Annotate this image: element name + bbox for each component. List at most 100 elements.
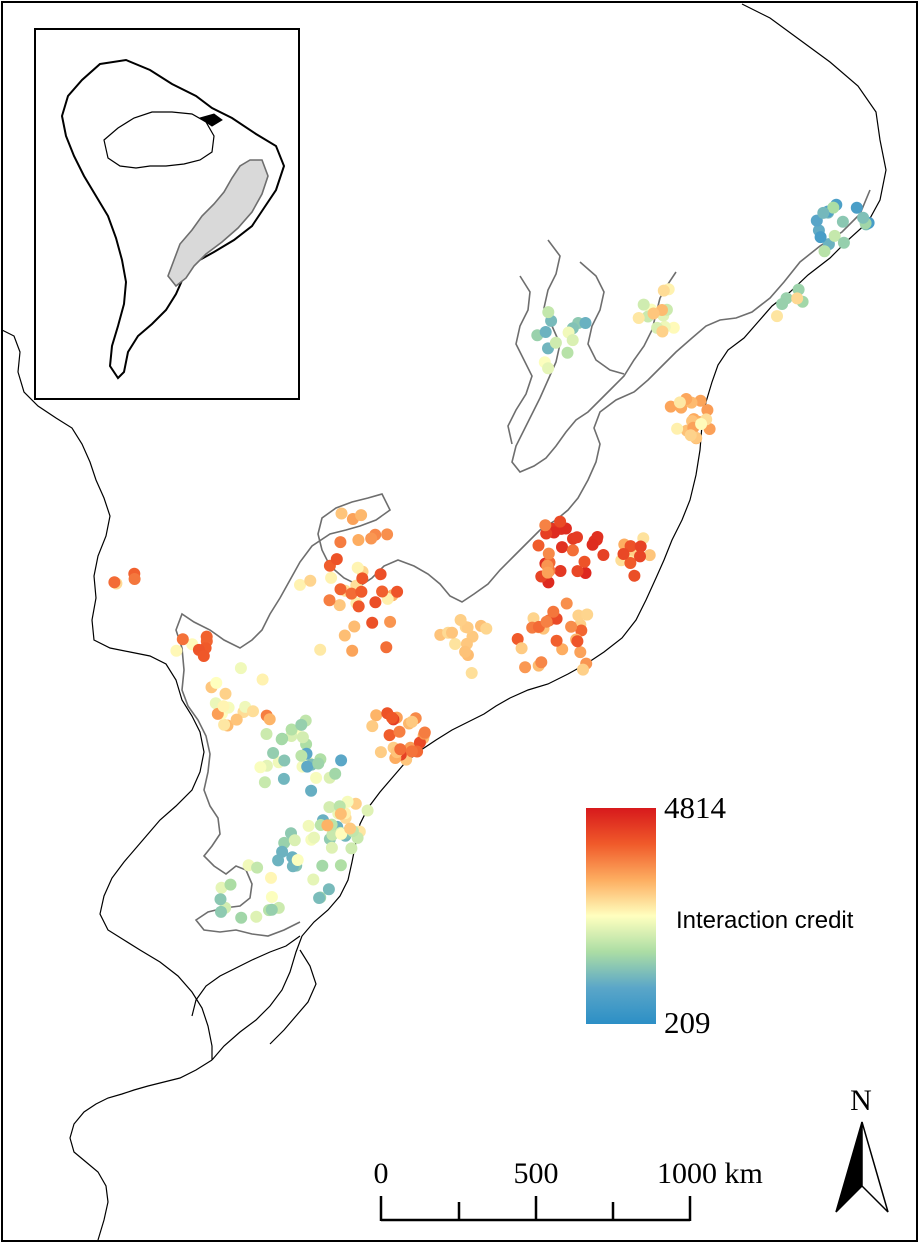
occurrence-point — [577, 663, 589, 676]
occurrence-point — [671, 422, 684, 435]
occurrence-point — [374, 746, 387, 759]
inset-south-america — [60, 58, 286, 380]
occurrence-point — [345, 587, 358, 600]
occurrence-point — [301, 760, 314, 773]
occurrence-point — [265, 903, 278, 916]
occurrence-point — [217, 700, 230, 713]
occurrence-point — [355, 585, 368, 598]
occurrence-point — [566, 334, 579, 347]
occurrence-point — [380, 641, 393, 654]
occurrence-point — [637, 298, 650, 311]
occurrence-point — [251, 861, 264, 874]
occurrence-point — [791, 292, 804, 305]
occurrence-point — [393, 725, 406, 738]
occurrence-point — [224, 878, 237, 891]
occurrence-point — [291, 854, 304, 866]
occurrence-point — [285, 723, 298, 736]
occurrence-point — [817, 206, 830, 219]
occurrence-point — [827, 201, 840, 214]
occurrence-point — [365, 532, 378, 545]
occurrence-point — [335, 754, 348, 767]
occurrence-point — [694, 394, 707, 407]
occurrence-point — [128, 573, 141, 585]
occurrence-point — [218, 718, 231, 731]
occurrence-point — [344, 822, 357, 835]
legend: 4814 209 Interaction credit — [586, 790, 854, 1040]
occurrence-point — [352, 534, 365, 546]
occurrence-point — [597, 549, 610, 561]
occurrence-point — [330, 553, 343, 566]
forest-boundary-layer — [175, 189, 871, 937]
occurrence-point — [325, 571, 338, 584]
occurrence-point — [539, 519, 552, 532]
occurrence-point — [549, 336, 562, 349]
inland-border-west — [1, 329, 213, 1060]
occurrence-point — [586, 538, 599, 551]
occurrence-point — [376, 585, 389, 598]
occurrence-point — [312, 757, 325, 770]
occurrence-point — [857, 211, 870, 224]
inland-border-south — [191, 935, 301, 1017]
occurrence-point — [381, 528, 394, 541]
occurrence-point — [197, 650, 210, 662]
legend-min-label: 209 — [664, 1005, 711, 1040]
occurrence-point — [571, 565, 584, 578]
occurrence-point — [634, 550, 646, 563]
occurrence-point — [541, 566, 554, 579]
occurrence-point — [405, 745, 418, 758]
occurrence-point — [391, 585, 404, 598]
occurrence-point — [418, 726, 431, 739]
occurrence-point — [647, 307, 660, 320]
occurrence-point — [334, 536, 347, 549]
occurrence-point — [386, 711, 398, 724]
coastline-layer — [1, 3, 887, 1241]
occurrence-point — [664, 400, 677, 413]
occurrence-point — [374, 568, 387, 581]
scale-label-500: 500 — [514, 1157, 559, 1190]
occurrence-point — [366, 720, 379, 733]
occurrence-point — [480, 622, 493, 635]
occurrence-point — [235, 911, 248, 924]
occurrence-point — [818, 245, 831, 258]
occurrence-point — [295, 749, 308, 762]
occurrence-point — [256, 673, 269, 686]
occurrence-point — [836, 215, 849, 228]
scale-bar — [379, 1196, 692, 1222]
occurrence-point — [329, 767, 342, 780]
occurrence-point — [335, 507, 348, 520]
occurrence-point — [338, 629, 351, 642]
occurrence-point — [265, 891, 278, 903]
occurrence-point — [571, 531, 583, 544]
occurrence-point — [542, 547, 555, 560]
occurrence-point — [571, 635, 584, 648]
occurrence-point — [628, 569, 641, 582]
occurrence-point — [314, 643, 327, 656]
inset-map — [34, 28, 300, 400]
occurrence-point — [465, 667, 478, 679]
occurrence-point — [247, 705, 259, 718]
occurrence-point — [792, 283, 805, 296]
occurrence-point — [634, 540, 647, 553]
occurrence-point — [260, 728, 273, 740]
occurrence-point — [108, 576, 121, 589]
southern-coast — [69, 1059, 213, 1241]
occurrence-point — [335, 827, 348, 840]
occurrence-point — [277, 772, 290, 785]
occurrence-point — [383, 729, 396, 742]
occurrence-point — [296, 731, 309, 744]
occurrence-point — [459, 645, 472, 658]
occurrence-point — [265, 871, 277, 884]
occurrence-point — [656, 325, 669, 338]
occurrence-point — [346, 644, 359, 657]
occurrence-point — [310, 771, 323, 784]
occurrence-point — [684, 429, 697, 442]
occurrence-point — [234, 662, 247, 675]
occurrence-point — [334, 583, 347, 596]
northeast-coast — [211, 3, 887, 1061]
inset-atlantic-forest — [167, 159, 269, 288]
occurrence-point — [535, 656, 548, 669]
occurrence-point — [624, 540, 637, 553]
inset-north-detail — [198, 113, 223, 127]
